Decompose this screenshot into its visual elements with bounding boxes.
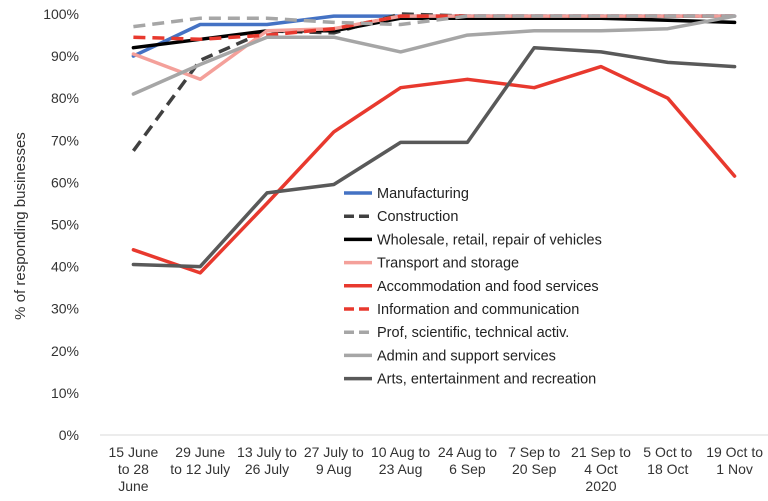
x-tick-label-line: 7 Sep to (508, 444, 560, 460)
x-tick-label-line: 9 Aug (316, 461, 352, 477)
x-tick-label-line: June (118, 478, 149, 494)
y-tick-label: 20% (51, 343, 79, 359)
legend-label: Admin and support services (377, 348, 556, 364)
legend-label: Manufacturing (377, 186, 469, 202)
x-tick-label-line: 1 Nov (716, 461, 753, 477)
y-tick-label: 80% (51, 90, 79, 106)
series-line-admin-and-support-services (131, 14, 737, 96)
x-tick-label-line: 10 Aug to (371, 444, 430, 460)
legend-label: Wholesale, retail, repair of vehicles (377, 232, 602, 248)
x-tick-label-line: to 28 (118, 461, 149, 477)
x-tick-label-line: 5 Oct to (643, 444, 692, 460)
x-tick-label-line: 23 Aug (379, 461, 423, 477)
x-tick-label: 21 Sep to 4 Oct 2020 (571, 444, 631, 494)
legend-label: Arts, entertainment and recreation (377, 372, 596, 388)
series-line-wholesale-retail-repair-of-vehicles (131, 16, 737, 50)
y-tick-label: 0% (59, 427, 79, 443)
x-tick-label-line: 2020 (585, 478, 616, 494)
y-axis-label: % of responding businesses (12, 132, 29, 320)
y-tick-label: 60% (51, 174, 79, 190)
x-tick-label-line: 21 Sep to (571, 444, 631, 460)
x-tick-label-line: 13 July to (237, 444, 297, 460)
x-tick-label: 27 July to 9 Aug (304, 444, 364, 477)
y-tick-label: 50% (51, 217, 79, 233)
series-line-arts-entertainment-and-recreation (131, 45, 737, 269)
x-tick-label: 15 June to 28 June (108, 444, 158, 494)
y-tick-label: 100% (43, 6, 79, 22)
legend-label: Prof, scientific, technical activ. (377, 325, 569, 341)
x-tick-label: 29 June to 12 July (170, 444, 230, 477)
y-tick-label: 40% (51, 259, 79, 275)
legend: Manufacturing Construction Wholesale, reta… (344, 186, 602, 388)
x-tick-label: 10 Aug to 23 Aug (371, 444, 430, 477)
legend-label: Information and communication (377, 302, 579, 318)
series-line-accommodation-and-food-services (131, 64, 737, 275)
x-tick-label-line: 27 July to (304, 444, 364, 460)
y-tick-label: 10% (51, 385, 79, 401)
y-tick-label: 70% (51, 132, 79, 148)
x-tick-label: 19 Oct to 1 Nov (706, 444, 763, 477)
x-tick-label-line: 19 Oct to (706, 444, 763, 460)
y-tick-label: 90% (51, 48, 79, 64)
x-tick-label: 13 July to 26 July (237, 444, 297, 477)
x-tick-label-line: 4 Oct (584, 461, 618, 477)
x-tick-label-line: 20 Sep (512, 461, 557, 477)
x-tick-label-line: 26 July (245, 461, 289, 477)
legend-label: Transport and storage (377, 256, 519, 272)
series-lines (131, 12, 737, 275)
x-tick-label-line: 6 Sep (449, 461, 486, 477)
legend-label: Construction (377, 209, 458, 225)
y-tick-label: 30% (51, 301, 79, 317)
x-tick-label: 7 Sep to 20 Sep (508, 444, 560, 477)
x-tick-label-line: 29 June (175, 444, 225, 460)
legend-label: Accommodation and food services (377, 279, 599, 295)
x-tick-label-line: to 12 July (170, 461, 230, 477)
series-line-prof-scientific-technical-activ (133, 14, 735, 29)
y-axis-ticks: 0% 10% 20% 30% 40% 50% 60% 70% 80% 90% 100% (43, 6, 79, 443)
y-axis-label-group: % of responding businesses (12, 132, 29, 320)
x-tick-label-line: 15 June (108, 444, 158, 460)
x-tick-label: 5 Oct to 18 Oct (643, 444, 692, 477)
x-tick-label-line: 18 Oct (647, 461, 688, 477)
x-tick-label-line: 24 Aug to (438, 444, 497, 460)
x-tick-label: 24 Aug to 6 Sep (438, 444, 497, 477)
